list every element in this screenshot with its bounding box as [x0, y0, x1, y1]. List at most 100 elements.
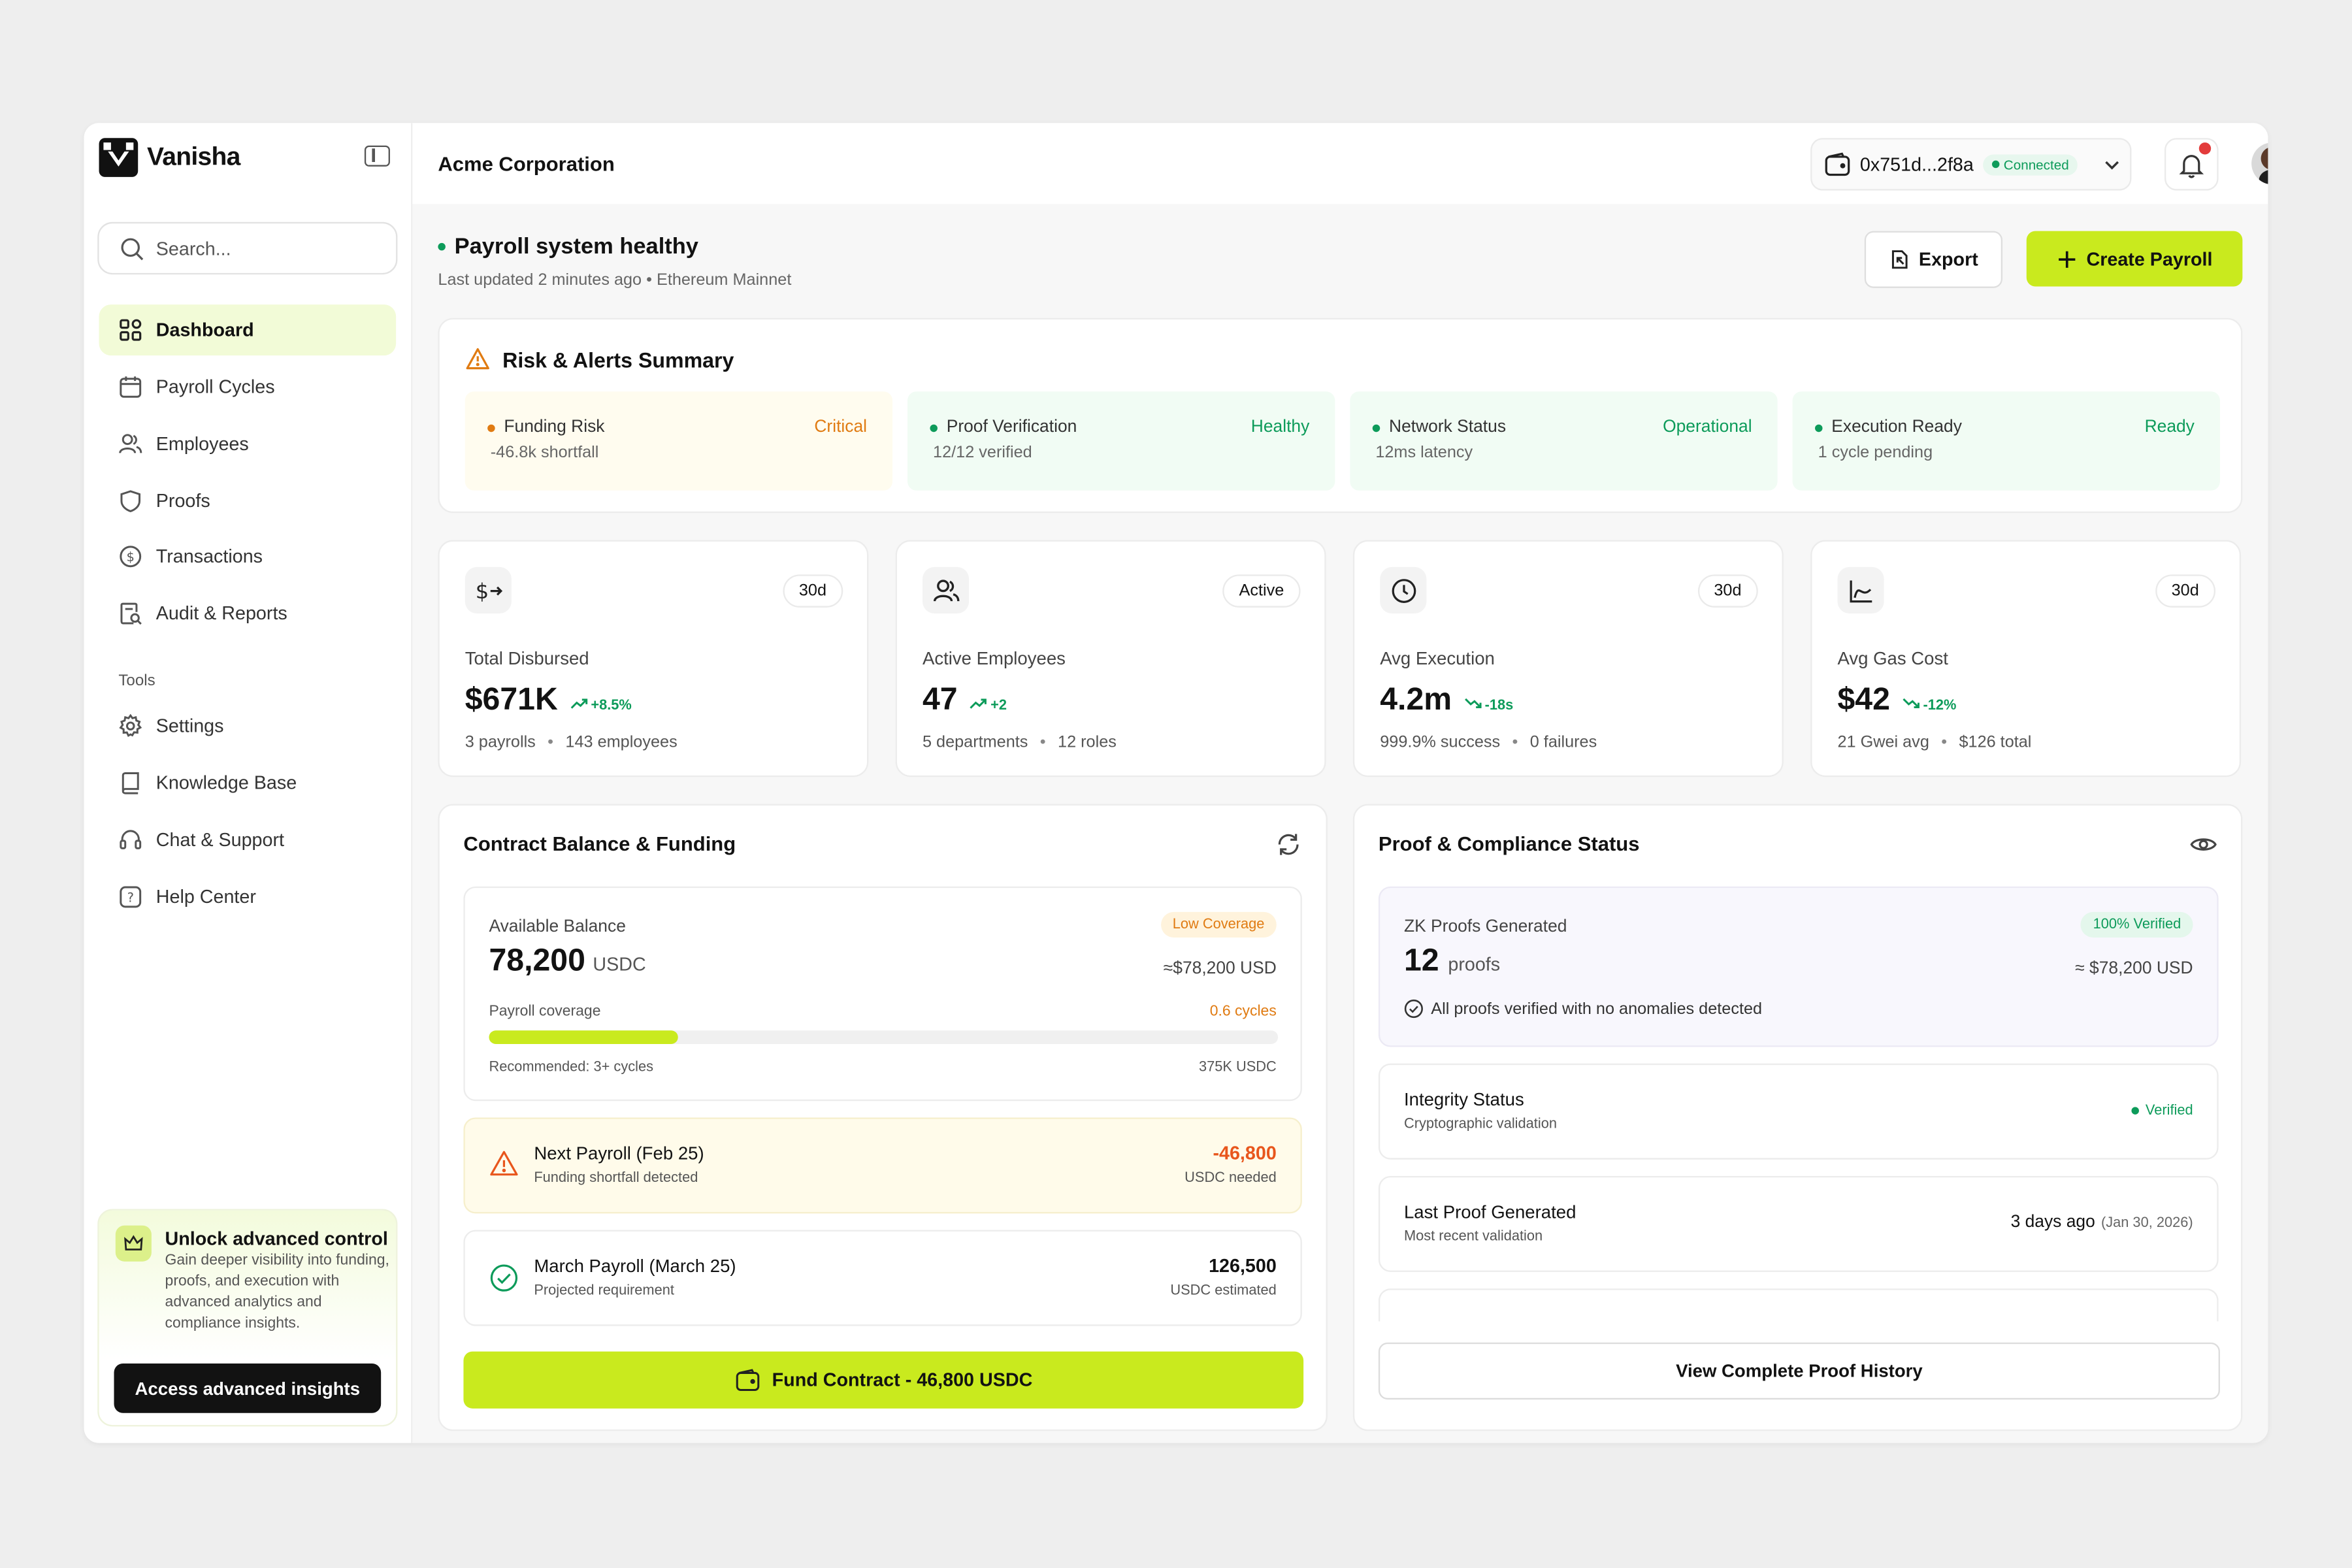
- main-content: Acme Corporation 0x751d...2f8a Connected…: [412, 123, 2268, 1443]
- march-payroll-row[interactable]: March Payroll (March 25) Projected requi…: [463, 1230, 1302, 1326]
- sidebar-item-employees[interactable]: Employees: [99, 419, 397, 470]
- risk-item-label: Execution Ready: [1815, 419, 1962, 436]
- available-balance-box: Available Balance Low Coverage 78,200 US…: [463, 886, 1302, 1102]
- risk-item[interactable]: Proof Verification Healthy 12/12 verified: [907, 391, 1335, 491]
- brand-logo[interactable]: Vanisha: [99, 138, 240, 177]
- stat-card[interactable]: 30d Avg Execution 4.2m -18s 999.9% success • 0…: [1352, 540, 1784, 777]
- app-window: Vanisha Search... Dashboard Payroll Cycl…: [84, 123, 2268, 1443]
- notifications-button[interactable]: [2164, 138, 2219, 191]
- sidebar-item-dashboard[interactable]: Dashboard: [99, 304, 397, 356]
- sidebar-item-label: Knowledge Base: [155, 772, 297, 794]
- users-icon: [922, 566, 970, 614]
- stat-card[interactable]: Active Active Employees 47 +2 5 departments •…: [895, 540, 1326, 777]
- risk-item[interactable]: Funding Risk Critical -46.8k shortfall: [465, 391, 893, 491]
- wallet-address: 0x751d...2f8a: [1859, 154, 1974, 175]
- next-payroll-sub: Funding shortfall detected: [534, 1169, 698, 1187]
- chart-curve-icon: [1837, 566, 1884, 614]
- stat-period-badge[interactable]: Active: [1222, 574, 1301, 608]
- dollar-transfer-icon: $: [465, 566, 512, 614]
- balance-usd: ≈$78,200 USD: [1163, 960, 1277, 978]
- promo-title: Unlock advanced control: [165, 1228, 388, 1250]
- sidebar-item-payroll-cycles[interactable]: Payroll Cycles: [99, 361, 397, 412]
- dashboard-icon: [118, 318, 142, 342]
- sidebar-item-knowledge-base[interactable]: Knowledge Base: [99, 757, 397, 808]
- risk-item-status: Critical: [814, 418, 868, 437]
- recommended-amount: 375K USDC: [1198, 1058, 1277, 1076]
- coverage-progress-bar: [489, 1030, 1279, 1044]
- stat-label: Avg Execution: [1380, 647, 1495, 669]
- fund-contract-button[interactable]: Fund Contract - 46,800 USDC: [463, 1351, 1304, 1409]
- risk-item[interactable]: Network Status Operational 12ms latency: [1350, 391, 1778, 491]
- coverage-label: Payroll coverage: [489, 1003, 601, 1021]
- stat-value: 47 +2: [922, 682, 1007, 717]
- next-payroll-title: Next Payroll (Feb 25): [534, 1143, 704, 1164]
- sidebar-item-label: Proofs: [155, 490, 210, 512]
- stat-delta: +2: [970, 698, 1007, 714]
- trend-down-icon: [1464, 698, 1482, 714]
- export-button[interactable]: Export: [1864, 231, 2003, 288]
- sidebar-item-transactions[interactable]: $ Transactions: [99, 531, 397, 582]
- sidebar-item-audit-reports[interactable]: Audit & Reports: [99, 588, 397, 639]
- risk-item-label: Network Status: [1372, 419, 1506, 436]
- system-status-title: Payroll system healthy: [438, 234, 698, 259]
- stat-period-badge[interactable]: 30d: [1697, 574, 1758, 608]
- risk-item[interactable]: Execution Ready Ready 1 cycle pending: [1792, 391, 2220, 491]
- upgrade-promo-card: Unlock advanced control Gain deeper visi…: [97, 1209, 398, 1427]
- access-insights-button[interactable]: Access advanced insights: [114, 1363, 382, 1413]
- stat-meta: 5 departments • 12 roles: [922, 733, 1117, 752]
- stat-card[interactable]: $30d Total Disbursed $671K +8.5% 3 payrolls •…: [438, 540, 869, 777]
- sidebar-item-label: Help Center: [155, 886, 256, 908]
- promo-text: Gain deeper visibility into funding, pro…: [165, 1252, 389, 1332]
- status-dot-icon: [438, 242, 446, 251]
- calendar-icon: [118, 375, 142, 399]
- last-proof-row[interactable]: Last Proof Generated Most recent validat…: [1378, 1175, 2219, 1272]
- sidebar-item-chat-support[interactable]: Chat & Support: [99, 815, 397, 866]
- integrity-title: Integrity Status: [1403, 1088, 1524, 1110]
- next-payroll-alert[interactable]: Next Payroll (Feb 25) Funding shortfall …: [463, 1117, 1302, 1214]
- view-proof-history-button[interactable]: View Complete Proof History: [1378, 1342, 2220, 1400]
- sidebar: Vanisha Search... Dashboard Payroll Cycl…: [84, 123, 413, 1443]
- connection-status-badge: Connected: [1982, 154, 2078, 175]
- svg-text:$: $: [127, 549, 135, 564]
- risk-item-label: Proof Verification: [930, 419, 1077, 436]
- sidebar-item-label: Settings: [155, 715, 224, 737]
- wallet-icon: [735, 1368, 759, 1390]
- top-bar: Acme Corporation 0x751d...2f8a Connected: [412, 123, 2268, 204]
- warning-icon: [490, 1151, 518, 1176]
- risk-item-sub: 1 cycle pending: [1818, 444, 1933, 463]
- sidebar-item-label: Transactions: [155, 546, 263, 567]
- avatar[interactable]: [2251, 142, 2268, 185]
- users-icon: [118, 432, 142, 456]
- integrity-status-row[interactable]: Integrity Status Cryptographic validatio…: [1378, 1063, 2219, 1160]
- sidebar-collapse-icon[interactable]: [364, 145, 390, 167]
- stat-card[interactable]: 30d Avg Gas Cost $42 -12% 21 Gwei avg • $126 t…: [1810, 540, 2242, 777]
- warning-icon: [466, 348, 489, 370]
- sidebar-item-proofs[interactable]: Proofs: [99, 476, 397, 527]
- risk-item-status: Ready: [2144, 418, 2195, 437]
- sidebar-item-settings[interactable]: Settings: [99, 700, 397, 751]
- trend-up-icon: [570, 698, 588, 714]
- eye-icon[interactable]: [2190, 832, 2217, 857]
- company-name: Acme Corporation: [438, 153, 615, 176]
- crown-icon: [115, 1225, 152, 1262]
- zk-count: 12 proofs: [1403, 943, 1501, 978]
- stat-period-badge[interactable]: 30d: [782, 574, 843, 608]
- check-circle-icon: [490, 1264, 518, 1292]
- wallet-selector[interactable]: 0x751d...2f8a Connected: [1810, 138, 2132, 191]
- sidebar-item-help-center[interactable]: ? Help Center: [99, 872, 397, 923]
- tools-heading: Tools: [118, 672, 155, 691]
- book-icon: [118, 771, 142, 795]
- zk-note: All proofs verified with no anomalies de…: [1404, 999, 1762, 1019]
- sidebar-item-label: Dashboard: [155, 319, 254, 341]
- stat-period-badge[interactable]: 30d: [2155, 574, 2216, 608]
- integrity-status-badge: Verified: [2132, 1102, 2193, 1119]
- refresh-icon[interactable]: [1275, 831, 1302, 858]
- search-input[interactable]: Search...: [97, 221, 398, 275]
- sidebar-item-label: Audit & Reports: [155, 602, 287, 625]
- vanisha-logo-icon: [99, 138, 139, 177]
- proof-compliance-panel: Proof & Compliance Status ZK Proofs Gene…: [1352, 804, 2243, 1431]
- create-payroll-button[interactable]: Create Payroll: [2026, 231, 2243, 287]
- stat-delta: -18s: [1464, 698, 1513, 714]
- coverage-cycles: 0.6 cycles: [1209, 1003, 1277, 1021]
- chevron-down-icon[interactable]: [2102, 154, 2123, 174]
